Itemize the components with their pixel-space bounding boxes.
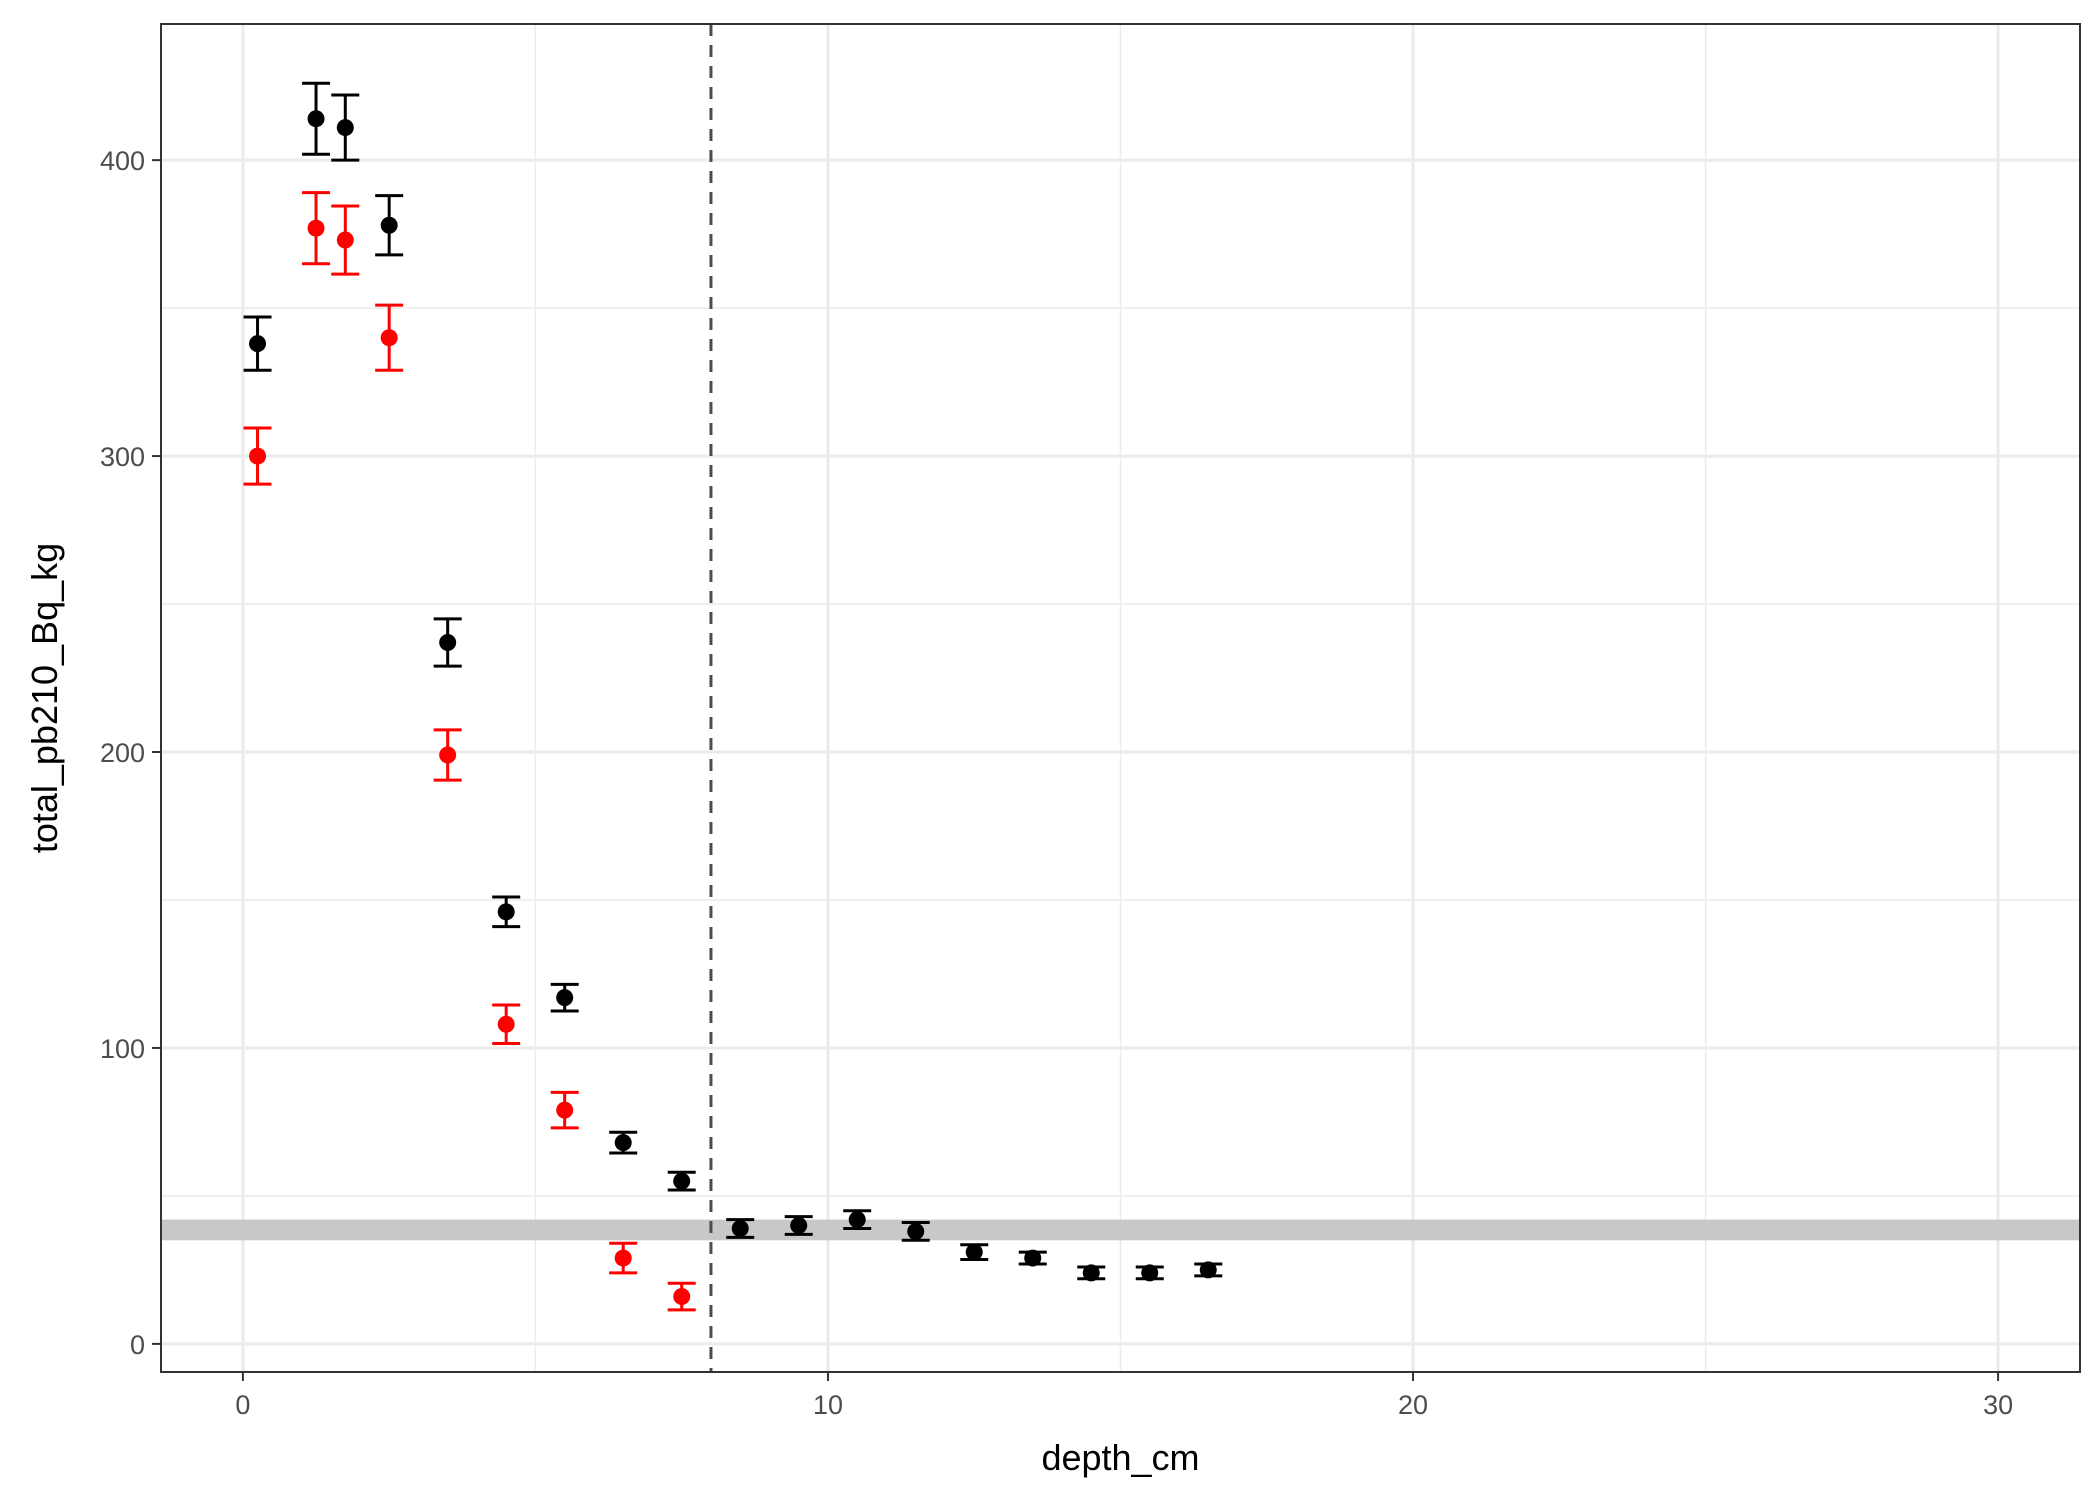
data-point [497,1015,515,1033]
data-point [848,1211,866,1229]
data-point [673,1288,691,1306]
y-tick-label: 300 [100,442,145,472]
data-point [439,634,457,652]
data-point [614,1249,632,1267]
data-point [380,329,398,347]
data-point [614,1134,632,1152]
y-tick-label: 0 [130,1330,145,1360]
y-tick-label: 100 [100,1034,145,1064]
data-point [965,1243,983,1261]
data-point [1141,1264,1159,1282]
y-tick-label: 400 [100,146,145,176]
data-point [673,1172,691,1190]
data-point [556,1101,574,1119]
data-point [1082,1264,1100,1282]
data-point [790,1217,808,1235]
data-point [249,335,267,353]
data-point [249,447,267,465]
point-layer [249,110,1217,1306]
x-axis-title: depth_cm [1041,1437,1199,1478]
data-point [380,216,398,234]
data-point [731,1219,749,1237]
panel-border [160,23,2081,1373]
major-grid [161,24,2080,1372]
data-point [336,231,354,249]
y-tick-label: 200 [100,738,145,768]
axis-ticks [152,159,2000,1381]
y-tick-labels: 0 100 200 300 400 [100,146,145,1360]
data-point [1199,1261,1217,1279]
x-tick-labels: 0 10 20 30 [235,1390,2013,1420]
reference-band [161,1219,2080,1241]
minor-grid [161,24,2080,1372]
data-point [1024,1249,1042,1267]
data-point [307,110,325,128]
data-point [307,219,325,237]
x-tick-label: 10 [813,1390,843,1420]
y-axis-title: total_pb210_Bq_kg [24,543,65,853]
x-tick-label: 30 [1983,1390,2013,1420]
reference-band-layer [161,1219,2080,1241]
data-point [336,119,354,137]
data-point [907,1222,925,1240]
data-point [497,903,515,921]
data-point [556,989,574,1007]
x-tick-label: 0 [235,1390,250,1420]
x-tick-label: 20 [1398,1390,1428,1420]
data-point [439,746,457,764]
